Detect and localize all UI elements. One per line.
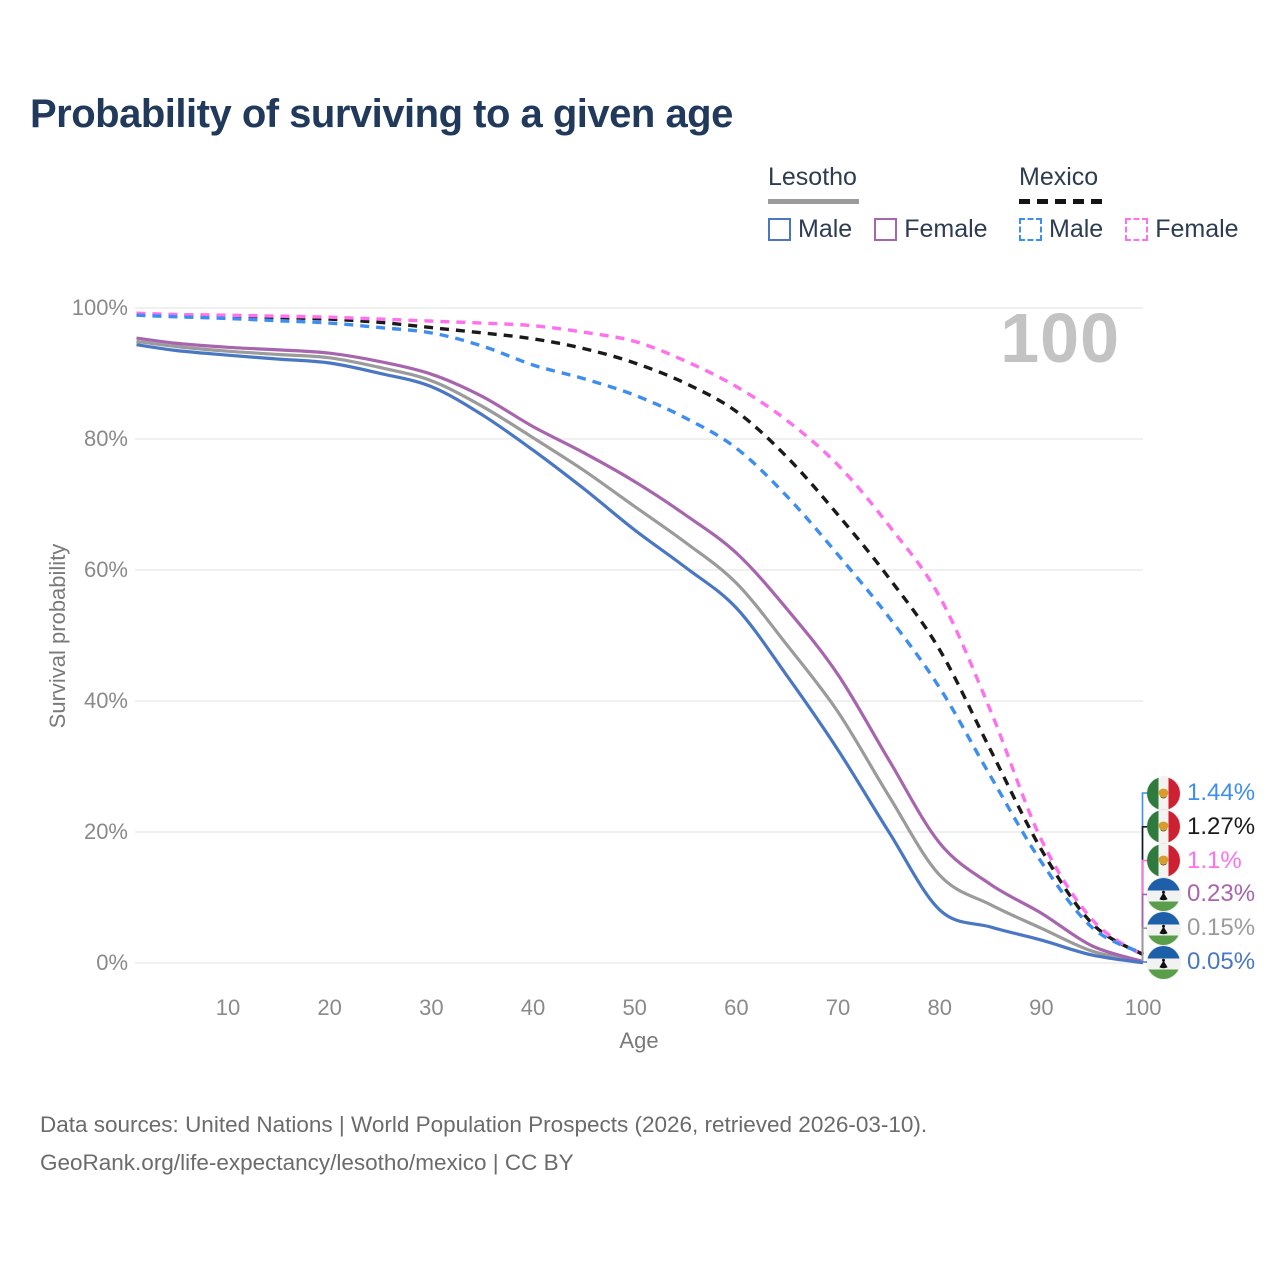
- mexico-flag-icon: [1147, 844, 1180, 878]
- x-tick-60: 60: [724, 995, 749, 1020]
- watermark-age-100: 100: [1000, 299, 1120, 377]
- mexico-flag-icon: [1147, 810, 1180, 844]
- curve-lesotho-female: [136, 336, 1144, 964]
- y-tick-60%: 60%: [83, 557, 128, 582]
- end-label-lesotho-male: 0.05%: [1147, 945, 1255, 979]
- end-value: 0.05%: [1187, 948, 1256, 975]
- end-value: 1.44%: [1187, 779, 1256, 806]
- end-label-mexico-male: 1.44%: [1147, 776, 1255, 810]
- end-value: 1.27%: [1187, 812, 1256, 840]
- mexico-male-swatch-icon[interactable]: [1019, 218, 1042, 241]
- end-label-lesotho-both-sexes: 0.15%: [1147, 911, 1255, 945]
- legend-label: Male: [798, 215, 853, 243]
- x-tick-40: 40: [520, 995, 546, 1020]
- end-label-mexico-female: 1.1%: [1147, 844, 1242, 878]
- legend-label: Female: [904, 215, 988, 243]
- x-tick-30: 30: [419, 995, 444, 1020]
- x-tick-90: 90: [1029, 995, 1054, 1020]
- lesotho-flag-icon: [1147, 945, 1180, 979]
- page-title: Probability of surviving to a given age: [30, 92, 733, 136]
- end-value: 0.23%: [1187, 880, 1256, 908]
- curve-lesotho-both-sexes: [136, 339, 1144, 964]
- legend-item-mexico-male[interactable]: Male: [1019, 215, 1103, 244]
- footer-datasource: Data sources: United Nations | World Pop…: [40, 1112, 928, 1137]
- end-value: 1.1%: [1187, 846, 1242, 874]
- lesotho-flag-icon: [1147, 945, 1180, 979]
- y-tick-80%: 80%: [83, 426, 128, 451]
- x-tick-50: 50: [622, 995, 647, 1020]
- mexico-female-swatch-icon[interactable]: [1125, 218, 1149, 241]
- x-tick-80: 80: [927, 995, 952, 1020]
- y-tick-20%: 20%: [83, 819, 128, 844]
- mexico-flag-icon: [1147, 844, 1180, 878]
- lesotho-flag-icon: [1147, 911, 1180, 945]
- legend-linestyle-lesotho: [768, 199, 859, 204]
- y-tick-100%: 100%: [71, 295, 128, 320]
- mexico-flag-icon: [1147, 776, 1180, 810]
- x-tick-20: 20: [317, 995, 342, 1020]
- legend-label: Female: [1155, 215, 1239, 243]
- legend-item-lesotho-male[interactable]: Male: [768, 215, 852, 244]
- y-tick-0%: 0%: [96, 950, 128, 975]
- x-tick-100: 100: [1124, 995, 1162, 1020]
- legend-group-lesotho: Lesotho Male Female: [768, 163, 988, 244]
- curve-mexico-both-sexes: [136, 312, 1144, 957]
- mexico-flag-icon: [1147, 810, 1180, 844]
- x-tick-10: 10: [215, 995, 241, 1020]
- legend-label: Male: [1049, 215, 1104, 243]
- x-axis-title: Age: [619, 1028, 659, 1053]
- y-tick-40%: 40%: [83, 688, 128, 713]
- x-tick-70: 70: [825, 995, 851, 1020]
- y-axis-title: Survival probability: [45, 543, 70, 729]
- curve-lesotho-male: [136, 343, 1144, 965]
- lesotho-flag-icon: [1147, 911, 1180, 945]
- end-label-mexico-both-sexes: 1.27%: [1147, 810, 1255, 844]
- mexico-flag-icon: [1147, 776, 1180, 810]
- lesotho-flag-icon: [1147, 877, 1180, 911]
- curve-mexico-male: [136, 313, 1144, 956]
- legend-country-lesotho: Lesotho: [768, 163, 857, 191]
- lesotho-flag-icon: [1147, 877, 1180, 911]
- footer: Data sources: United Nations | World Pop…: [40, 1106, 927, 1182]
- lesotho-male-swatch-icon[interactable]: [768, 218, 791, 241]
- end-label-lesotho-female: 0.23%: [1147, 877, 1255, 911]
- lesotho-female-swatch-icon[interactable]: [874, 218, 898, 241]
- legend-item-lesotho-female[interactable]: Female: [874, 215, 988, 244]
- legend-item-mexico-female[interactable]: Female: [1125, 215, 1239, 244]
- legend-country-mexico: Mexico: [1019, 163, 1099, 191]
- legend-linestyle-mexico: [1019, 199, 1106, 204]
- end-value: 0.15%: [1187, 914, 1256, 942]
- footer-url: GeoRank.org/life-expectancy/lesotho/mexi…: [40, 1150, 574, 1175]
- legend-group-mexico: Mexico Male Female: [1019, 163, 1239, 244]
- curve-mexico-female: [136, 311, 1145, 958]
